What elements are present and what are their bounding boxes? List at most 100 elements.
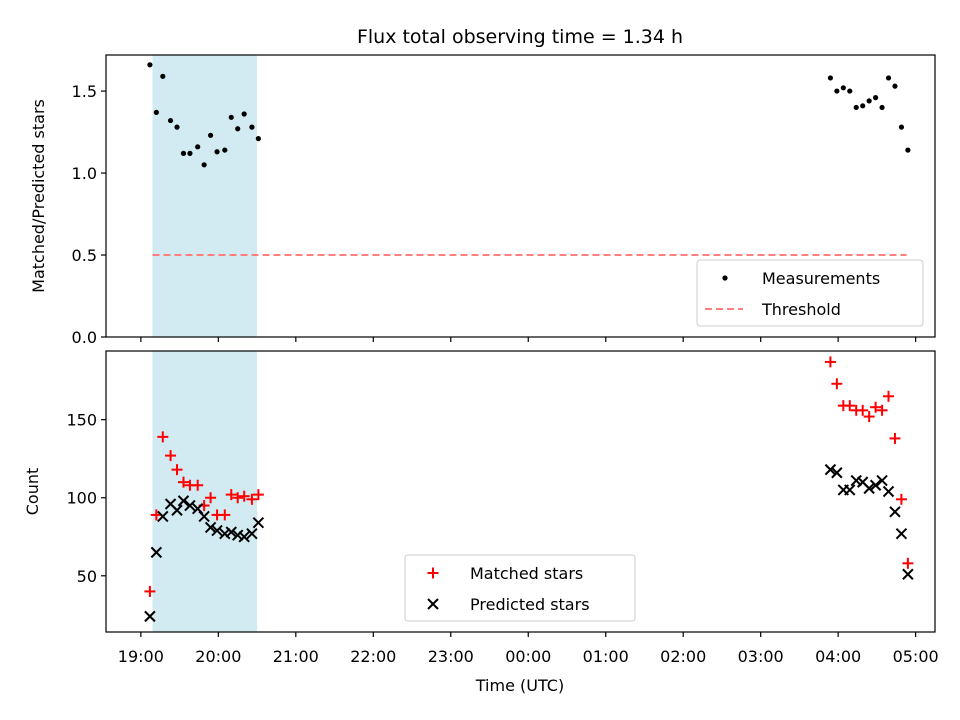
matched-star-point bbox=[171, 464, 183, 476]
matched-star-point bbox=[844, 400, 856, 412]
measurement-point bbox=[228, 114, 234, 120]
x-tick-label: 19:00 bbox=[118, 647, 164, 666]
predicted-star-point bbox=[844, 484, 856, 496]
x-b bbox=[204, 521, 217, 534]
measurement-point bbox=[174, 124, 180, 130]
x-b bbox=[889, 506, 901, 518]
measurement-point bbox=[860, 103, 866, 109]
predicted-star-point bbox=[863, 482, 875, 495]
predicted-star-point bbox=[882, 485, 895, 498]
predicted-star-point bbox=[238, 531, 250, 543]
y-axis-label: Count bbox=[23, 468, 42, 516]
matched-star-point bbox=[831, 378, 843, 390]
x-tick-label: 23:00 bbox=[428, 647, 474, 666]
matched-star-point bbox=[238, 490, 250, 502]
predicted-star-point bbox=[157, 510, 169, 523]
x-tick-label: 02:00 bbox=[660, 647, 706, 666]
x-b bbox=[844, 484, 856, 496]
measurement-point bbox=[147, 62, 153, 68]
measurement-point bbox=[241, 111, 247, 117]
matched-star-point bbox=[232, 492, 244, 504]
measurement-point bbox=[255, 136, 261, 142]
x-b bbox=[144, 610, 156, 623]
y-tick-label: 50 bbox=[77, 567, 97, 586]
predicted-star-point bbox=[204, 521, 217, 534]
x-b bbox=[850, 474, 862, 487]
measurement-point bbox=[160, 73, 166, 79]
measurement-point bbox=[153, 109, 159, 115]
measurement-point bbox=[834, 88, 840, 94]
y-tick-label: 0.0 bbox=[72, 328, 97, 347]
x-b bbox=[824, 463, 837, 476]
x-tick-label: 00:00 bbox=[505, 647, 551, 666]
y-tick-label: 1.5 bbox=[72, 82, 97, 101]
x-b bbox=[177, 495, 190, 507]
chart-title: Flux total observing time = 1.34 h bbox=[357, 26, 683, 48]
x-b bbox=[869, 479, 882, 491]
x-tick-label: 03:00 bbox=[738, 647, 784, 666]
matched-star-point bbox=[857, 404, 869, 416]
matched-star-point bbox=[177, 476, 189, 488]
x-tick-label: 05:00 bbox=[893, 647, 939, 666]
x-b bbox=[831, 467, 843, 479]
x-b bbox=[225, 526, 237, 538]
x-b bbox=[171, 504, 183, 516]
x-b bbox=[252, 517, 265, 529]
predicted-star-point bbox=[177, 495, 190, 507]
y-tick-label: 150 bbox=[66, 411, 97, 430]
matched-star-point bbox=[902, 557, 914, 569]
x-b bbox=[902, 568, 914, 580]
measurement-point bbox=[222, 147, 228, 153]
x-b bbox=[232, 529, 244, 541]
x-b bbox=[150, 546, 163, 559]
legend-label: Measurements bbox=[762, 269, 880, 288]
measurement-point bbox=[827, 75, 834, 81]
matched-star-point bbox=[876, 404, 888, 416]
y-tick-label: 0.5 bbox=[72, 246, 97, 265]
x-b bbox=[895, 527, 908, 540]
x-tick-label: 22:00 bbox=[350, 647, 396, 666]
predicted-star-point bbox=[150, 546, 163, 559]
measurement-point bbox=[892, 83, 898, 89]
matched-star-point bbox=[157, 431, 169, 443]
measurement-point bbox=[847, 88, 853, 94]
measurement-point bbox=[180, 150, 187, 156]
x-b bbox=[191, 502, 204, 515]
x-b bbox=[246, 527, 258, 540]
predicted-star-point bbox=[246, 527, 258, 540]
matched-star-point bbox=[219, 509, 231, 521]
observing-window bbox=[152, 55, 258, 337]
measurement-point bbox=[853, 104, 859, 111]
measurement-point bbox=[866, 98, 872, 104]
legend-box bbox=[404, 554, 636, 622]
measurement-point bbox=[905, 147, 911, 153]
predicted-star-point bbox=[198, 510, 210, 523]
y-tick-label: 100 bbox=[66, 489, 97, 508]
x-b bbox=[184, 499, 196, 512]
predicted-star-point bbox=[902, 568, 914, 580]
bottom-panel: 50 100 150 Count 19:00 20:00 21:00 22:00 23:00 00… bbox=[23, 350, 939, 695]
x-b bbox=[157, 510, 169, 523]
predicted-star-point bbox=[144, 610, 156, 623]
matched-star-point bbox=[246, 493, 258, 505]
legend-marker-measurements bbox=[722, 275, 728, 281]
predicted-star-point bbox=[869, 479, 882, 491]
predicted-star-point bbox=[211, 524, 223, 537]
predicted-star-point bbox=[831, 467, 843, 479]
predicted-star-point bbox=[876, 474, 888, 487]
x-tick-label: 04:00 bbox=[815, 647, 861, 666]
measurement-point bbox=[167, 117, 174, 124]
predicted-star-point bbox=[184, 499, 196, 512]
measurement-point bbox=[195, 144, 201, 150]
predicted-star-point bbox=[171, 504, 183, 516]
measurement-point bbox=[187, 150, 193, 156]
x-axis-label: Time (UTC) bbox=[475, 676, 564, 695]
observing-window bbox=[152, 351, 258, 632]
y-tick-label: 1.0 bbox=[72, 164, 97, 183]
legend-marker-predicted bbox=[427, 598, 439, 610]
measurement-point bbox=[214, 149, 220, 155]
measurement-point bbox=[898, 124, 905, 130]
matched-star-point bbox=[225, 489, 237, 501]
predicted-star-point bbox=[824, 463, 837, 476]
